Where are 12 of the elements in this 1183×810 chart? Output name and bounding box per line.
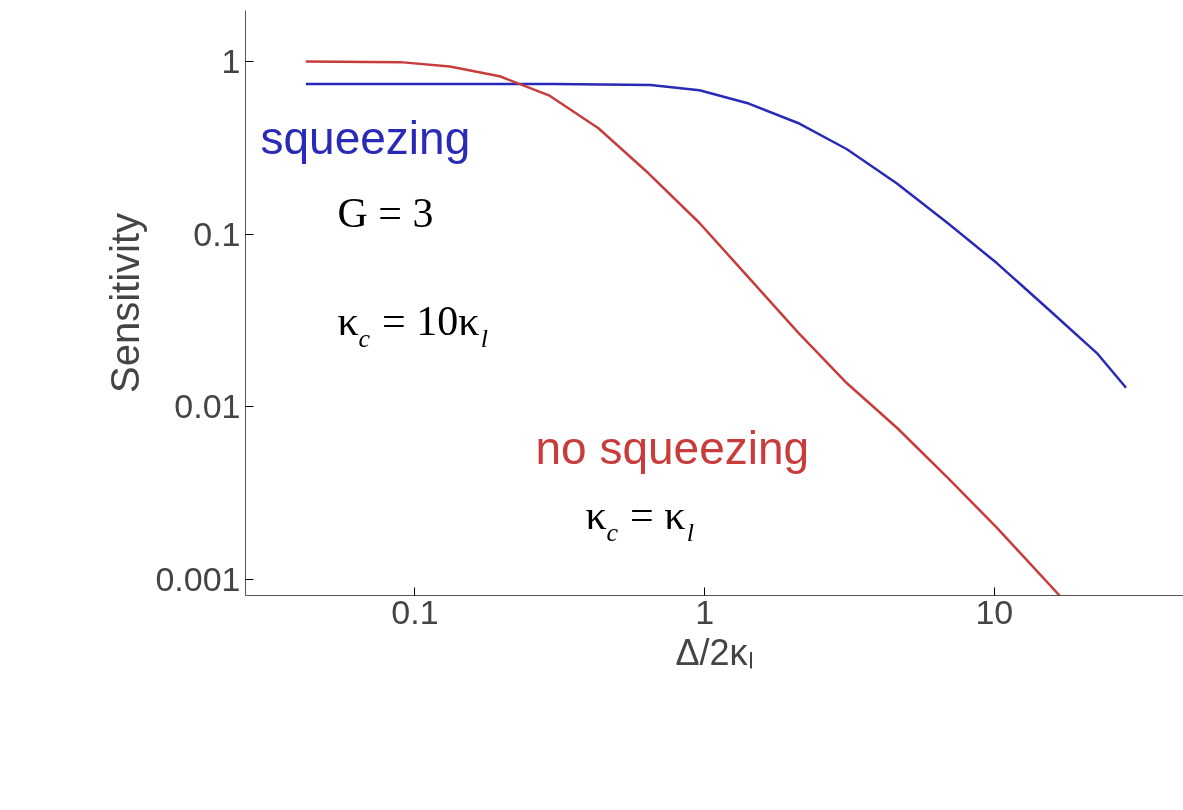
y-tick-label: 0.001 xyxy=(155,560,241,599)
y-tick-label: 0.01 xyxy=(174,387,241,426)
annotation: G = 3 xyxy=(337,189,434,236)
x-axis-title: Δ/2κₗ xyxy=(675,631,754,673)
series-label: no squeezing xyxy=(535,421,810,474)
x-tick-label: 0.1 xyxy=(391,592,439,631)
x-tick-label: 10 xyxy=(975,592,1014,631)
series-label: squeezing xyxy=(260,111,471,164)
x-tick-label: 1 xyxy=(695,592,715,631)
y-tick-label: 1 xyxy=(221,41,241,80)
y-tick-label: 0.1 xyxy=(193,214,241,253)
y-axis-title: Sensitivity xyxy=(103,212,148,394)
